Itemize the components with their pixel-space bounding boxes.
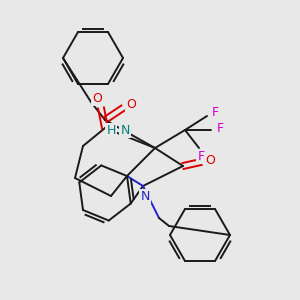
Text: O: O bbox=[205, 154, 215, 166]
Text: F: F bbox=[212, 106, 219, 119]
Text: F: F bbox=[216, 122, 224, 134]
Text: F: F bbox=[197, 149, 205, 163]
Text: N: N bbox=[120, 124, 130, 136]
Text: H: H bbox=[106, 124, 116, 136]
Text: O: O bbox=[92, 92, 102, 104]
Text: O: O bbox=[126, 98, 136, 110]
Text: N: N bbox=[140, 190, 150, 202]
